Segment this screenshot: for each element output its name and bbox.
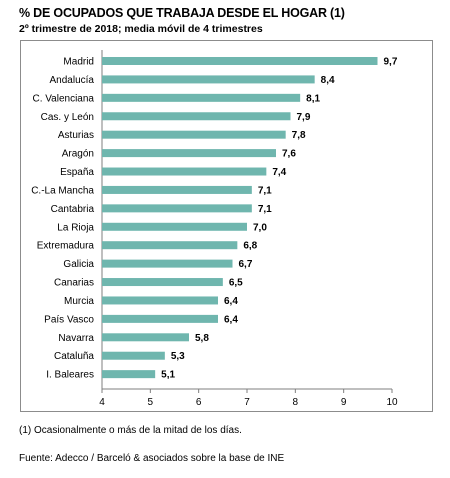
value-label: 5,3 bbox=[171, 351, 185, 362]
category-label: País Vasco bbox=[44, 314, 94, 325]
source-note: Fuente: Adecco / Barceló & asociados sob… bbox=[19, 453, 285, 464]
x-tick-label: 4 bbox=[99, 397, 105, 408]
category-label: Galicia bbox=[63, 259, 94, 270]
bar-7 bbox=[102, 185, 252, 194]
bar-4 bbox=[102, 130, 286, 139]
bar-10 bbox=[102, 241, 238, 250]
category-label: Asturias bbox=[58, 130, 94, 141]
x-tick-label: 5 bbox=[148, 397, 154, 408]
bar-13 bbox=[102, 296, 218, 305]
bar-16 bbox=[102, 351, 165, 360]
value-label: 7,9 bbox=[297, 112, 311, 123]
bar-9 bbox=[102, 222, 247, 231]
x-tick-label: 8 bbox=[293, 397, 299, 408]
category-label: Andalucía bbox=[50, 75, 95, 86]
value-label: 8,1 bbox=[306, 93, 320, 104]
bar-8 bbox=[102, 204, 252, 213]
bar-12 bbox=[102, 278, 223, 287]
value-label: 7,1 bbox=[258, 185, 272, 196]
bar-15 bbox=[102, 333, 189, 342]
category-label: Madrid bbox=[63, 57, 94, 68]
x-axis: 4 5 6 7 8 9 10 bbox=[99, 50, 398, 408]
bar-17 bbox=[102, 370, 156, 379]
value-label: 6,5 bbox=[229, 278, 243, 289]
bar-14 bbox=[102, 314, 218, 323]
value-label: 8,4 bbox=[321, 75, 335, 86]
bar-1 bbox=[102, 75, 315, 84]
value-label: 7,1 bbox=[258, 204, 272, 215]
category-label: C.-La Mancha bbox=[31, 185, 94, 196]
category-label: Cas. y León bbox=[41, 112, 94, 123]
category-label: Navarra bbox=[58, 333, 94, 344]
value-label: 6,4 bbox=[224, 296, 238, 307]
category-label: Cantabria bbox=[51, 204, 95, 215]
bar-11 bbox=[102, 259, 233, 268]
bar-3 bbox=[102, 112, 291, 121]
category-label: España bbox=[60, 167, 94, 178]
category-label: Canarias bbox=[54, 278, 94, 289]
category-label: La Rioja bbox=[57, 222, 94, 233]
value-label: 5,8 bbox=[195, 333, 209, 344]
bar-6 bbox=[102, 167, 267, 176]
value-label: 9,7 bbox=[384, 57, 398, 68]
category-label: C. Valenciana bbox=[32, 93, 94, 104]
value-label: 6,7 bbox=[239, 259, 253, 270]
x-tick-label: 6 bbox=[196, 397, 202, 408]
chart-title: % DE OCUPADOS QUE TRABAJA DESDE EL HOGAR… bbox=[19, 6, 345, 20]
bar-2 bbox=[102, 93, 301, 102]
value-label: 6,8 bbox=[243, 241, 257, 252]
category-label: Aragón bbox=[62, 149, 94, 160]
x-tick-label: 9 bbox=[341, 397, 347, 408]
value-label: 7,4 bbox=[272, 167, 286, 178]
value-label: 7,8 bbox=[292, 130, 306, 141]
category-label: Extremadura bbox=[37, 241, 95, 252]
value-label: 6,4 bbox=[224, 314, 238, 325]
category-label: I. Baleares bbox=[46, 370, 94, 381]
category-label: Cataluña bbox=[54, 351, 94, 362]
chart-frame bbox=[20, 40, 433, 412]
chart-subtitle: 2º trimestre de 2018; media móvil de 4 t… bbox=[19, 23, 263, 35]
bar-5 bbox=[102, 149, 276, 158]
value-label: 7,6 bbox=[282, 149, 296, 160]
value-label: 5,1 bbox=[161, 370, 175, 381]
bar-0 bbox=[102, 57, 378, 65]
x-tick-label: 10 bbox=[386, 397, 398, 408]
value-label: 7,0 bbox=[253, 222, 267, 233]
x-tick-label: 7 bbox=[244, 397, 250, 408]
bars: Madrid 9,7 Andalucía 8,4 C. Valenciana 8,1 Cas… bbox=[31, 57, 398, 381]
footnote: (1) Ocasionalmente o más de la mitad de … bbox=[19, 425, 242, 436]
category-label: Murcia bbox=[64, 296, 94, 307]
